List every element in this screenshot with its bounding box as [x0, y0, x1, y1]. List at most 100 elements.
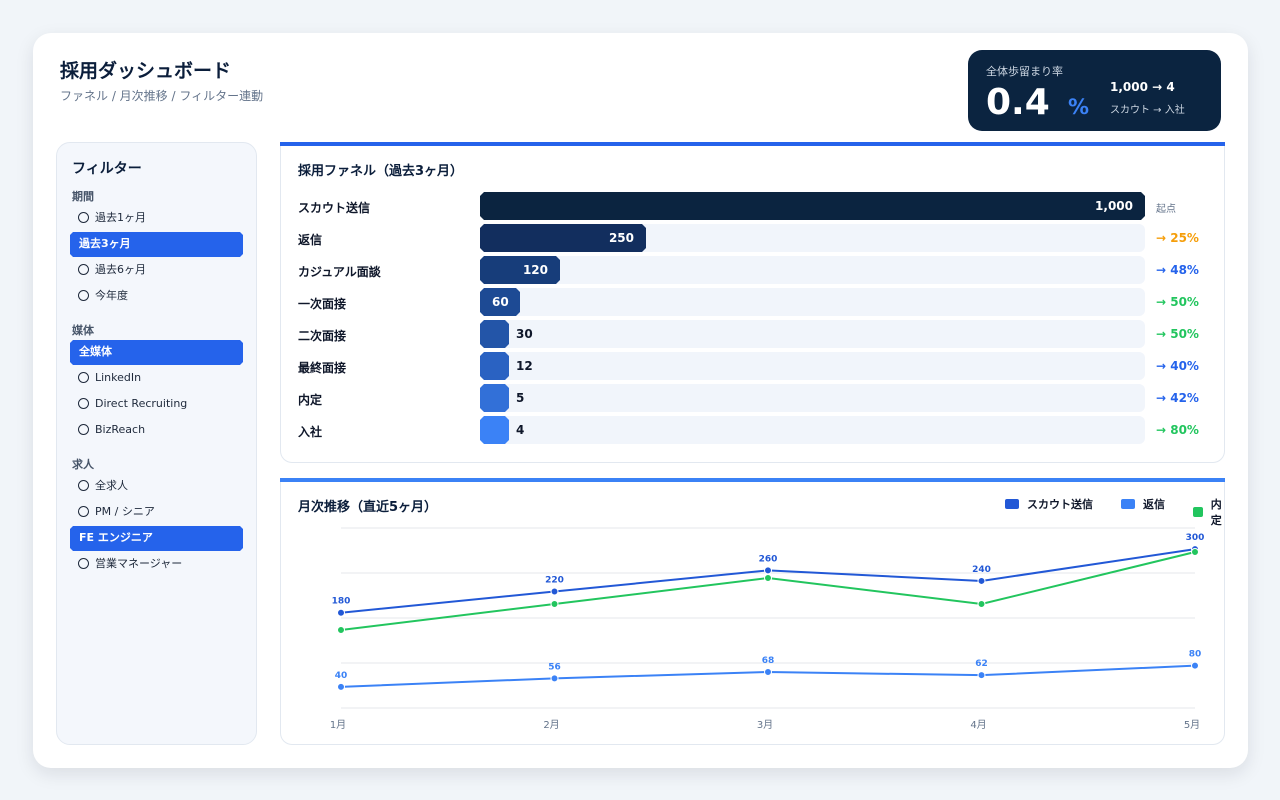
- filter-group-job-label: 求人: [72, 458, 94, 471]
- legend-reply: 返信: [1121, 496, 1165, 512]
- filter-media-direct-recruiting[interactable]: Direct Recruiting: [78, 395, 187, 411]
- funnel-conversion: → 25%: [1156, 231, 1199, 245]
- funnel-panel: 採用ファネル（過去3ヶ月） スカウト送信 1,000 起点返信 250 → 25% カジュ…: [280, 146, 1225, 463]
- radio-icon: [78, 371, 89, 383]
- funnel-value: 250: [608, 231, 634, 245]
- legend-swatch: [1121, 499, 1135, 509]
- legend-label: 返信: [1143, 498, 1165, 511]
- page-subtitle: ファネル / 月次推移 / フィルター連動: [60, 89, 264, 103]
- funnel-conversion: → 40%: [1156, 359, 1199, 373]
- filter-option-label: 全求人: [95, 479, 128, 492]
- series-point: [977, 671, 986, 680]
- filter-job-pm-senior[interactable]: PM / シニア: [78, 503, 155, 519]
- funnel-track: [480, 352, 1145, 380]
- funnel-row: 入社 4 → 80%: [281, 415, 1226, 445]
- legend-label: スカウト送信: [1027, 498, 1093, 511]
- data-label: 68: [762, 656, 775, 666]
- funnel-row: 最終面接 12 → 40%: [281, 351, 1226, 381]
- funnel-bar: [480, 320, 509, 348]
- filter-option-label: PM / シニア: [95, 505, 155, 518]
- funnel-conversion: → 80%: [1156, 423, 1199, 437]
- page-title: 採用ダッシュボード: [60, 60, 232, 82]
- filter-option-label: 今年度: [95, 289, 128, 302]
- funnel-value: 30: [516, 327, 533, 341]
- x-tick-label: 4月: [970, 719, 986, 731]
- funnel-row: カジュアル面談 120 → 48%: [281, 255, 1226, 285]
- funnel-conversion: → 48%: [1156, 263, 1199, 277]
- x-tick-label: 5月: [1184, 719, 1200, 731]
- data-label: 240: [972, 565, 991, 575]
- radio-icon: [78, 479, 89, 491]
- legend-swatch: [1005, 499, 1019, 509]
- trend-panel: 月次推移（直近5ヶ月） スカウト送信 返信 内定 1月 2月 3月 4月 5月 180 22…: [280, 482, 1225, 745]
- kpi-flow: 1,000 → 4: [1110, 80, 1175, 94]
- series-point: [550, 587, 559, 596]
- funnel-row: 内定 5 → 42%: [281, 383, 1226, 413]
- filter-media-linkedin[interactable]: LinkedIn: [78, 369, 141, 385]
- filter-group-media-label: 媒体: [72, 324, 94, 337]
- radio-icon: [78, 423, 89, 435]
- funnel-stage-name: スカウト送信: [298, 201, 371, 215]
- filter-option-label: 営業マネージャー: [95, 557, 183, 570]
- funnel-bar: [480, 192, 1145, 220]
- legend-label: 内定: [1210, 498, 1222, 527]
- filter-period-fy[interactable]: 今年度: [78, 287, 128, 303]
- filters-title: フィルター: [72, 161, 142, 177]
- funnel-value: 1,000: [1095, 199, 1133, 213]
- kpi-label: 全体歩留まり率: [986, 65, 1063, 78]
- funnel-value: 12: [516, 359, 533, 373]
- funnel-track: [480, 384, 1145, 412]
- legend-offer: 内定: [1193, 496, 1226, 528]
- series-point: [337, 608, 345, 617]
- filter-media-bizreach[interactable]: BizReach: [78, 421, 145, 437]
- series-point: [764, 668, 772, 676]
- funnel-bar: [480, 352, 509, 380]
- series-point: [764, 566, 772, 575]
- radio-icon: [78, 557, 89, 569]
- series-point: [337, 682, 345, 691]
- funnel-conversion: → 50%: [1156, 327, 1199, 341]
- data-label: 300: [1186, 533, 1205, 543]
- kpi-flow-sub: スカウト → 入社: [1110, 105, 1185, 116]
- filter-job-fe-engineer[interactable]: FE エンジニア: [70, 526, 243, 551]
- filter-option-label: 過去1ヶ月: [95, 211, 146, 224]
- filter-period-6m[interactable]: 過去6ヶ月: [78, 261, 146, 277]
- series-point: [1191, 661, 1199, 670]
- filter-group-period-label: 期間: [72, 190, 94, 203]
- filter-job-sales-manager[interactable]: 営業マネージャー: [78, 555, 182, 571]
- funnel-track: [480, 288, 1145, 316]
- funnel-stage-name: 返信: [298, 233, 323, 247]
- legend-scout: スカウト送信: [1005, 496, 1093, 512]
- trend-title: 月次推移（直近5ヶ月）: [298, 500, 438, 515]
- funnel-title: 採用ファネル（過去3ヶ月）: [298, 164, 464, 179]
- radio-icon: [78, 397, 89, 409]
- funnel-stage-name: 最終面接: [298, 361, 347, 375]
- funnel-bar: [480, 256, 560, 284]
- radio-icon: [78, 263, 89, 275]
- funnel-stage-name: 二次面接: [298, 329, 347, 343]
- series-point: [337, 626, 345, 634]
- trend-accent-bar: [280, 478, 1225, 483]
- kpi-unit: %: [1068, 95, 1090, 119]
- funnel-conversion: 起点: [1156, 204, 1176, 215]
- filter-media-all[interactable]: 全媒体: [70, 340, 243, 365]
- data-label: 220: [545, 576, 564, 586]
- filter-sidebar: フィルター 期間 過去1ヶ月 過去3ヶ月 過去6ヶ月 今年度 媒体 全媒体 Li…: [56, 142, 257, 745]
- filter-period-3m[interactable]: 過去3ヶ月: [70, 232, 243, 257]
- funnel-conversion: → 50%: [1156, 295, 1199, 309]
- series-point: [977, 600, 986, 608]
- data-label: 40: [335, 671, 348, 681]
- trend-chart: 1月 2月 3月 4月 5月 180 220 260 240 300 40 56 68 62 80: [330, 527, 1205, 731]
- funnel-row: 一次面接 60 → 50%: [281, 287, 1226, 317]
- legend-swatch: [1193, 507, 1203, 517]
- series-point: [977, 576, 986, 585]
- radio-icon: [78, 505, 89, 517]
- funnel-stage-name: カジュアル面談: [298, 265, 381, 279]
- filter-job-all[interactable]: 全求人: [78, 477, 128, 493]
- funnel-bar: [480, 416, 509, 444]
- filter-period-1m[interactable]: 過去1ヶ月: [78, 209, 146, 225]
- funnel-bar: [480, 224, 646, 252]
- filter-option-label: BizReach: [95, 422, 146, 436]
- data-label: 180: [332, 597, 351, 607]
- x-tick-label: 2月: [543, 719, 559, 731]
